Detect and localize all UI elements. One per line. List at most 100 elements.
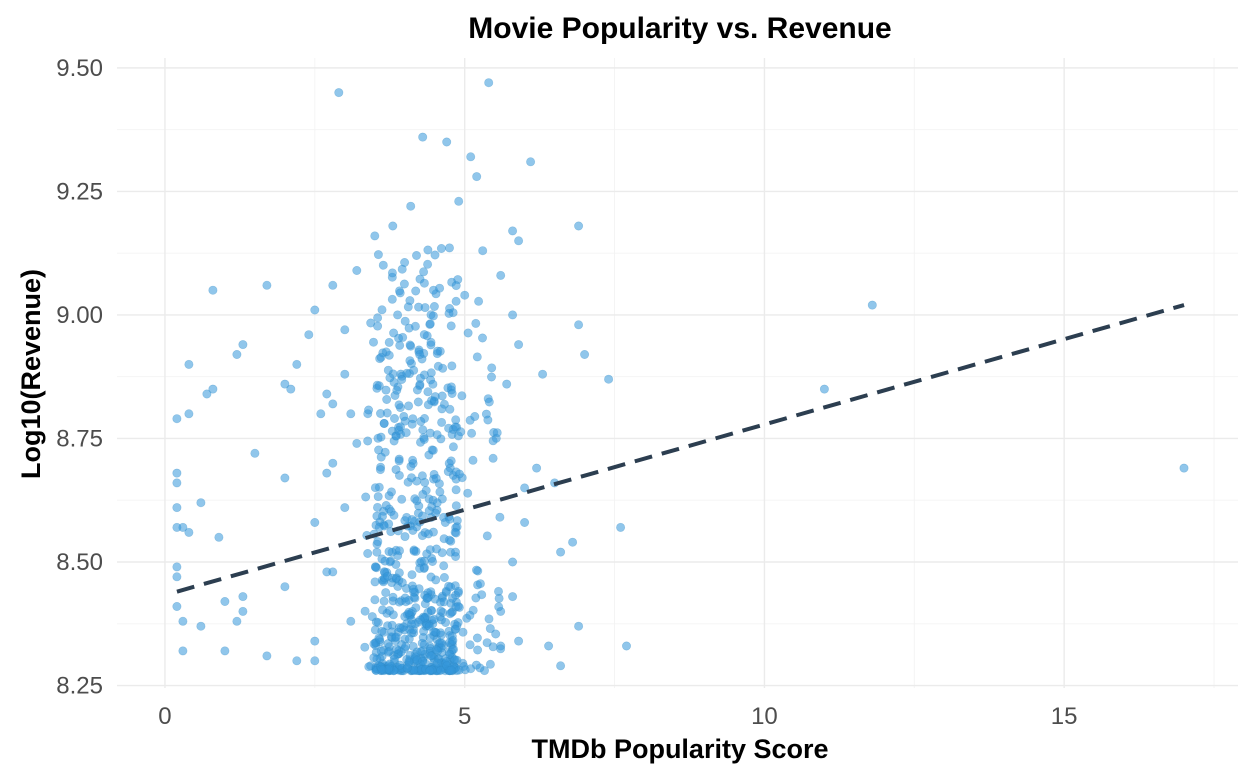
scatter-point xyxy=(478,246,488,256)
scatter-point xyxy=(172,468,182,478)
scatter-point xyxy=(391,559,401,569)
scatter-point xyxy=(370,231,380,241)
scatter-point xyxy=(238,592,248,602)
scatter-point xyxy=(484,614,494,624)
scatter-point xyxy=(384,491,394,501)
scatter-point xyxy=(407,570,417,580)
x-tick-label: 10 xyxy=(751,703,778,730)
scatter-point xyxy=(402,663,412,673)
x-tick-label: 0 xyxy=(158,703,171,730)
scatter-point xyxy=(392,385,402,395)
scatter-point xyxy=(172,572,182,582)
scatter-point xyxy=(407,515,417,525)
scatter-point xyxy=(446,665,456,675)
scatter-point xyxy=(425,666,435,676)
scatter-point xyxy=(383,365,393,375)
scatter-point xyxy=(363,548,373,558)
scatter-point xyxy=(352,438,362,448)
scatter-point xyxy=(484,397,494,407)
scatter-point xyxy=(208,384,218,394)
scatter-point xyxy=(178,616,188,626)
scatter-point xyxy=(419,434,429,444)
major-grid xyxy=(117,58,1238,688)
scatter-point xyxy=(441,617,451,627)
x-tick-label: 15 xyxy=(1051,703,1078,730)
scatter-point xyxy=(384,547,394,557)
scatter-point xyxy=(423,387,433,397)
scatter-point xyxy=(172,562,182,572)
scatter-point xyxy=(369,639,379,649)
scatter-point xyxy=(373,492,383,502)
scatter-point xyxy=(382,394,392,404)
scatter-point xyxy=(328,280,338,290)
scatter-point xyxy=(448,635,458,645)
scatter-point xyxy=(363,436,373,446)
scatter-point xyxy=(374,381,384,391)
scatter-point xyxy=(375,408,385,418)
scatter-point xyxy=(262,651,272,661)
scatter-point xyxy=(429,614,439,624)
scatter-point xyxy=(435,283,445,293)
scatter-point xyxy=(394,623,404,633)
scatter-point xyxy=(404,634,414,644)
scatter-point xyxy=(389,654,399,664)
scatter-point xyxy=(488,436,498,446)
scatter-point xyxy=(394,400,404,410)
minor-grid xyxy=(117,58,1238,688)
scatter-point xyxy=(454,196,464,206)
scatter-point xyxy=(485,659,495,669)
scatter-point xyxy=(232,616,242,626)
scatter-point xyxy=(420,303,430,313)
scatter-point xyxy=(621,641,631,651)
scatter-point xyxy=(556,547,566,557)
scatter-point xyxy=(220,646,230,656)
scatter-point xyxy=(372,502,382,512)
scatter-point xyxy=(451,467,461,477)
scatter-point xyxy=(431,473,441,483)
scatter-point xyxy=(580,349,590,359)
chart-title: Movie Popularity vs. Revenue xyxy=(468,12,891,45)
scatter-point xyxy=(426,572,436,582)
scatter-point xyxy=(373,313,383,323)
y-tick-label: 9.25 xyxy=(56,178,103,205)
scatter-point xyxy=(280,582,290,592)
scatter-point xyxy=(443,467,453,477)
scatter-point xyxy=(477,590,487,600)
scatter-point xyxy=(451,485,461,495)
scatter-point xyxy=(387,268,397,278)
scatter-point xyxy=(397,264,407,274)
scatter-point xyxy=(184,359,194,369)
scatter-point xyxy=(378,260,388,270)
scatter-point xyxy=(423,245,433,255)
scatter-point xyxy=(430,250,440,260)
scatter-point xyxy=(304,330,314,340)
scatter-point xyxy=(445,649,455,659)
scatter-point xyxy=(460,290,470,300)
scatter-point xyxy=(409,546,419,556)
scatter-point xyxy=(316,409,326,419)
scatter-point xyxy=(474,296,484,306)
scatter-point xyxy=(413,508,423,518)
scatter-point xyxy=(394,425,404,435)
scatter-point xyxy=(408,584,418,594)
scatter-point xyxy=(310,636,320,646)
scatter-point xyxy=(437,417,447,427)
scatter-point xyxy=(428,311,438,321)
scatter-point xyxy=(574,621,584,631)
scatter-point xyxy=(393,310,403,320)
scatter-point xyxy=(375,465,385,475)
scatter-point xyxy=(172,601,182,611)
scatter-point xyxy=(406,201,416,211)
scatter-point xyxy=(417,531,427,541)
scatter-point xyxy=(508,557,518,567)
scatter-point xyxy=(422,593,432,603)
scatter-point xyxy=(408,525,418,535)
scatter-point xyxy=(373,537,383,547)
scatter-point xyxy=(395,288,405,298)
scatter-point xyxy=(453,601,463,611)
y-tick-label: 8.75 xyxy=(56,425,103,452)
scatter-point xyxy=(388,221,398,231)
scatter-point xyxy=(491,629,501,639)
scatter-point xyxy=(379,418,389,428)
